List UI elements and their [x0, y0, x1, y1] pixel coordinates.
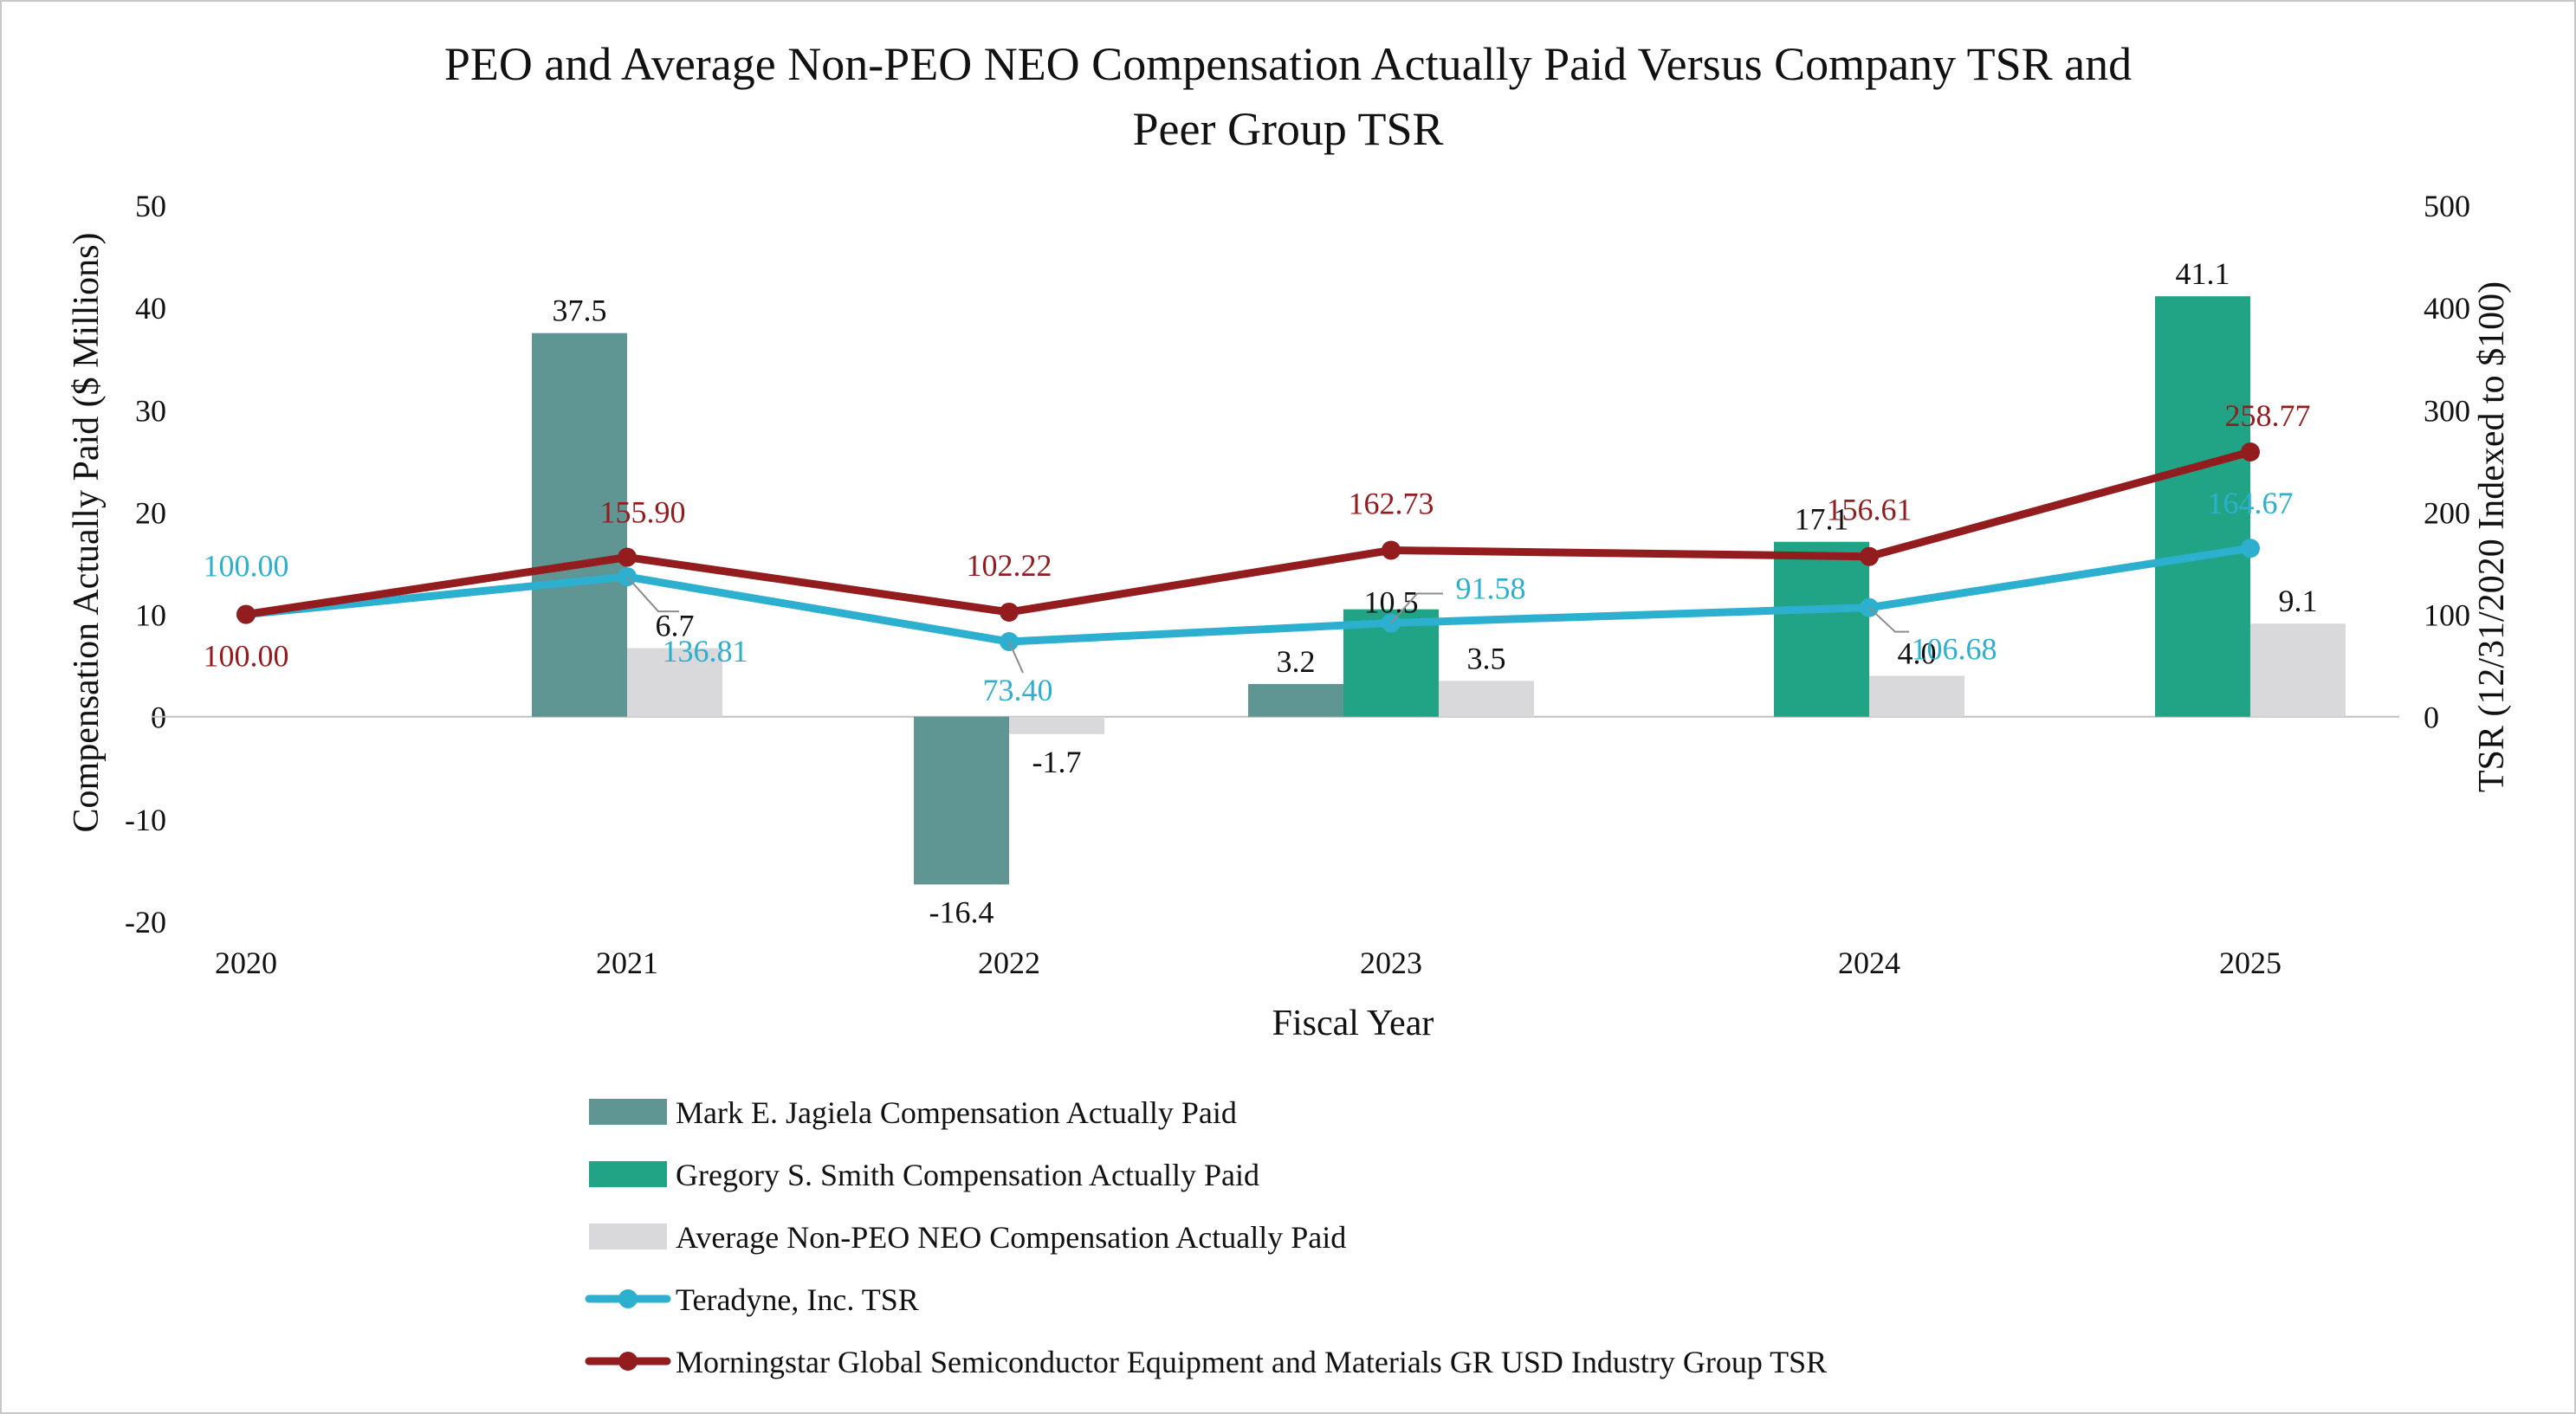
- y-tick-label: 20: [135, 495, 166, 530]
- label-leader-line: [1868, 606, 1909, 633]
- bar: [1248, 683, 1343, 717]
- legend-marker: [618, 1352, 638, 1371]
- y2-tick-label: 200: [2424, 495, 2470, 530]
- line-value-label: 258.77: [2225, 398, 2311, 433]
- right-axis: 0 100 200 300 400 500: [2424, 189, 2470, 735]
- line-value-label: 156.61: [1827, 493, 1913, 527]
- bar: [2155, 296, 2250, 717]
- legend-label: Teradyne, Inc. TSR: [676, 1282, 919, 1317]
- bar-value-label: 37.5: [553, 294, 607, 328]
- bar-value-label: 41.1: [2176, 256, 2230, 291]
- line-point: [1860, 546, 1879, 566]
- line-value-label: 155.90: [600, 495, 686, 530]
- bar: [1774, 541, 1869, 717]
- bar-value-label: 17.1: [1795, 502, 1849, 537]
- y2-tick-label: 500: [2424, 189, 2470, 223]
- x-tick-label: 2022: [978, 946, 1040, 980]
- line-point: [618, 547, 637, 567]
- line-point: [1000, 602, 1019, 622]
- bar-value-label: -16.4: [929, 894, 994, 929]
- y2-tick-label: 100: [2424, 598, 2470, 633]
- y2-axis-title: TSR (12/31/2020 Indexed to $100): [2472, 281, 2512, 792]
- line-value-label: 106.68: [1912, 632, 1997, 667]
- y-tick-label: 30: [135, 393, 166, 428]
- chart-title-line-2: Peer Group TSR: [1133, 103, 1444, 155]
- legend: Mark E. Jagiela Compensation Actually Pa…: [585, 1095, 1827, 1379]
- x-axis-title: Fiscal Year: [1272, 1004, 1434, 1043]
- x-tick-label: 2020: [215, 946, 277, 980]
- bar-labels-group: 37.5-16.43.210.517.141.16.7-1.73.5 4.09.1: [553, 256, 2318, 929]
- y-tick-label: -10: [125, 803, 166, 837]
- chart-title-line-1: PEO and Average Non-PEO NEO Compensation…: [444, 38, 2132, 90]
- line-value-label: 136.81: [663, 634, 748, 668]
- y-tick-label: 40: [135, 291, 166, 326]
- bars-group: [532, 296, 2346, 885]
- bar-value-label: 6.7: [656, 609, 695, 643]
- line-value-label: 102.22: [967, 548, 1052, 583]
- bar: [1009, 716, 1104, 734]
- label-leader-line: [1390, 592, 1443, 624]
- line-value-label: 91.58: [1456, 571, 1526, 606]
- bar: [2250, 623, 2346, 717]
- legend-label: Morningstar Global Semiconductor Equipme…: [676, 1345, 1827, 1379]
- line-series-path: [242, 544, 2255, 646]
- bar: [914, 716, 1009, 885]
- legend-swatch: [589, 1161, 667, 1187]
- bar-value-label: 9.1: [2279, 584, 2318, 618]
- line-labels-group: 100.00 136.81 73.40 91.58 106.68 164.67 100.00…: [204, 398, 2311, 707]
- y-tick-label: -20: [125, 905, 166, 939]
- legend-label: Mark E. Jagiela Compensation Actually Pa…: [676, 1095, 1237, 1130]
- x-tick-label: 2024: [1838, 946, 1900, 980]
- bar: [1869, 675, 1964, 717]
- line-value-label: 162.73: [1349, 486, 1434, 520]
- x-tick-label: 2021: [596, 946, 658, 980]
- y2-tick-label: 0: [2424, 701, 2439, 735]
- legend-marker: [618, 1289, 638, 1308]
- x-axis: 2020 2021 2022 2023 2024 2025: [215, 946, 2282, 980]
- legend-label: Gregory S. Smith Compensation Actually P…: [676, 1158, 1259, 1192]
- legend-swatch: [589, 1099, 667, 1125]
- y-tick-label: 10: [135, 598, 166, 633]
- y2-tick-label: 300: [2424, 393, 2470, 428]
- line-point: [2241, 442, 2260, 462]
- legend-swatch: [589, 1224, 667, 1249]
- bar-value-label: 3.5: [1467, 641, 1506, 675]
- label-leader-line: [626, 576, 679, 613]
- bar: [627, 648, 722, 717]
- lines-group: [236, 442, 2260, 651]
- line-value-label: 100.00: [204, 549, 289, 584]
- y-tick-label: 50: [135, 189, 166, 223]
- line-point: [236, 604, 256, 624]
- line-point: [2241, 539, 2260, 558]
- x-tick-label: 2023: [1360, 946, 1422, 980]
- line-value-label: 100.00: [204, 639, 289, 674]
- y2-tick-label: 400: [2424, 291, 2470, 326]
- bar: [532, 333, 627, 717]
- bar: [1439, 681, 1534, 717]
- bar-value-label: 4.0: [1898, 636, 1937, 670]
- line-value-label: 164.67: [2208, 486, 2294, 520]
- x-tick-label: 2025: [2219, 946, 2282, 980]
- label-leader-line: [1008, 641, 1024, 674]
- bar-value-label: -1.7: [1032, 745, 1082, 779]
- line-series-path: [242, 448, 2255, 619]
- legend-label: Average Non-PEO NEO Compensation Actuall…: [676, 1220, 1346, 1255]
- line-point: [1382, 540, 1401, 560]
- bar-value-label: 3.2: [1277, 644, 1316, 679]
- line-value-label: 73.40: [983, 673, 1053, 707]
- y-axis-title: Compensation Actually Paid ($ Millions): [67, 233, 107, 833]
